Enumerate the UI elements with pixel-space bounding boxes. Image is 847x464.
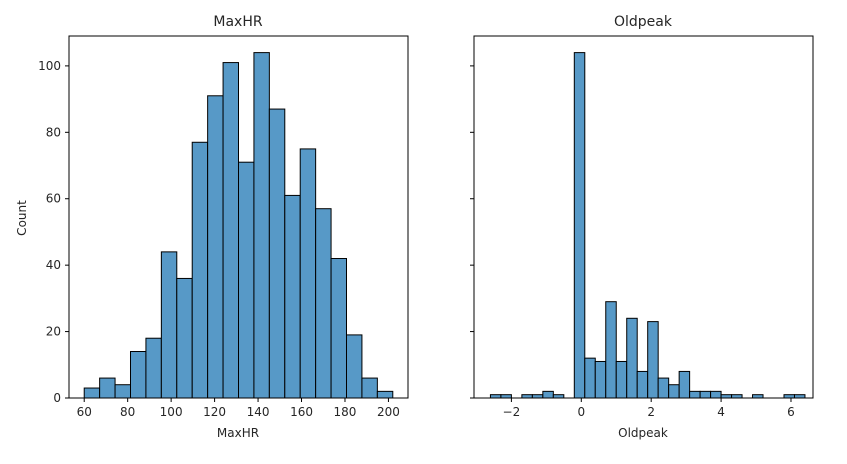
oldpeak-bar [626,317,638,399]
oldpeak-axes-frame [473,35,814,399]
oldpeak-bar [594,360,607,399]
maxhr-bar [284,194,301,399]
maxhr-y-tick-label: 60 [46,192,61,206]
oldpeak-bar [573,52,586,399]
oldpeak-bars [489,52,806,399]
maxhr-bar [83,387,101,399]
maxhr-y-label: Count [15,200,29,236]
oldpeak-x-tick-label: −2 [503,405,521,419]
maxhr-x-tick-label: 60 [77,405,92,419]
oldpeak-bar [605,301,617,399]
maxhr-bar [160,251,178,399]
oldpeak-bar [615,360,628,399]
maxhr-bar [299,148,317,399]
maxhr-bar [191,141,209,399]
maxhr-y-tick-label: 20 [46,325,61,339]
maxhr-bar [145,337,162,399]
oldpeak-x-label: Oldpeak [618,426,668,440]
maxhr-x-tick-label: 80 [120,405,135,419]
maxhr-y-tick-label: 0 [53,391,61,405]
oldpeak-x-tick-label: 0 [577,405,585,419]
maxhr-subplot: MaxHR 60 80 100 120 140 160 180 200 0 20 40 60 80 10… [15,14,409,440]
maxhr-x-tick-label: 200 [377,405,400,419]
maxhr-bar [129,351,147,399]
oldpeak-bar [689,390,701,399]
maxhr-bar [315,208,332,399]
maxhr-y-tick-label: 100 [38,59,61,73]
oldpeak-bar [636,370,649,399]
oldpeak-bar [542,390,554,399]
maxhr-y-ticks: 0 20 40 60 80 100 [38,59,69,405]
oldpeak-bar [657,377,670,399]
maxhr-bar [330,258,348,399]
maxhr-bar [114,384,131,399]
maxhr-x-label: MaxHR [217,426,259,440]
maxhr-bar [99,377,116,399]
maxhr-bars [83,52,394,399]
maxhr-x-tick-label: 180 [334,405,357,419]
oldpeak-x-tick-label: 6 [787,405,795,419]
maxhr-title: MaxHR [213,14,262,30]
oldpeak-x-tick-label: 4 [717,405,725,419]
maxhr-axes-frame [68,35,409,399]
maxhr-x-tick-label: 100 [160,405,183,419]
maxhr-y-tick-label: 40 [46,258,61,272]
oldpeak-y-ticks [470,65,474,399]
oldpeak-title: Oldpeak [614,14,673,30]
oldpeak-bar [710,390,722,399]
maxhr-bar [268,108,286,399]
maxhr-x-ticks: 60 80 100 120 140 160 180 200 [77,398,400,419]
oldpeak-bar [647,321,659,399]
oldpeak-subplot: Oldpeak −2 0 2 4 6 Oldpeak [470,14,814,440]
maxhr-x-tick-label: 140 [247,405,270,419]
maxhr-bar [207,95,224,399]
maxhr-bar [222,62,239,399]
maxhr-y-tick-label: 80 [46,125,61,139]
oldpeak-bar [699,390,712,399]
maxhr-bar [176,277,193,399]
oldpeak-bar [584,357,596,399]
oldpeak-bar [668,384,680,399]
maxhr-x-tick-label: 160 [290,405,313,419]
maxhr-bar [346,334,363,399]
oldpeak-x-ticks: −2 0 2 4 6 [503,398,795,419]
maxhr-bar [361,377,378,399]
oldpeak-x-tick-label: 2 [647,405,655,419]
maxhr-x-tick-label: 120 [203,405,226,419]
oldpeak-bar [678,370,691,399]
maxhr-bar [238,161,255,399]
maxhr-bar [253,52,270,399]
maxhr-bar [376,390,394,399]
